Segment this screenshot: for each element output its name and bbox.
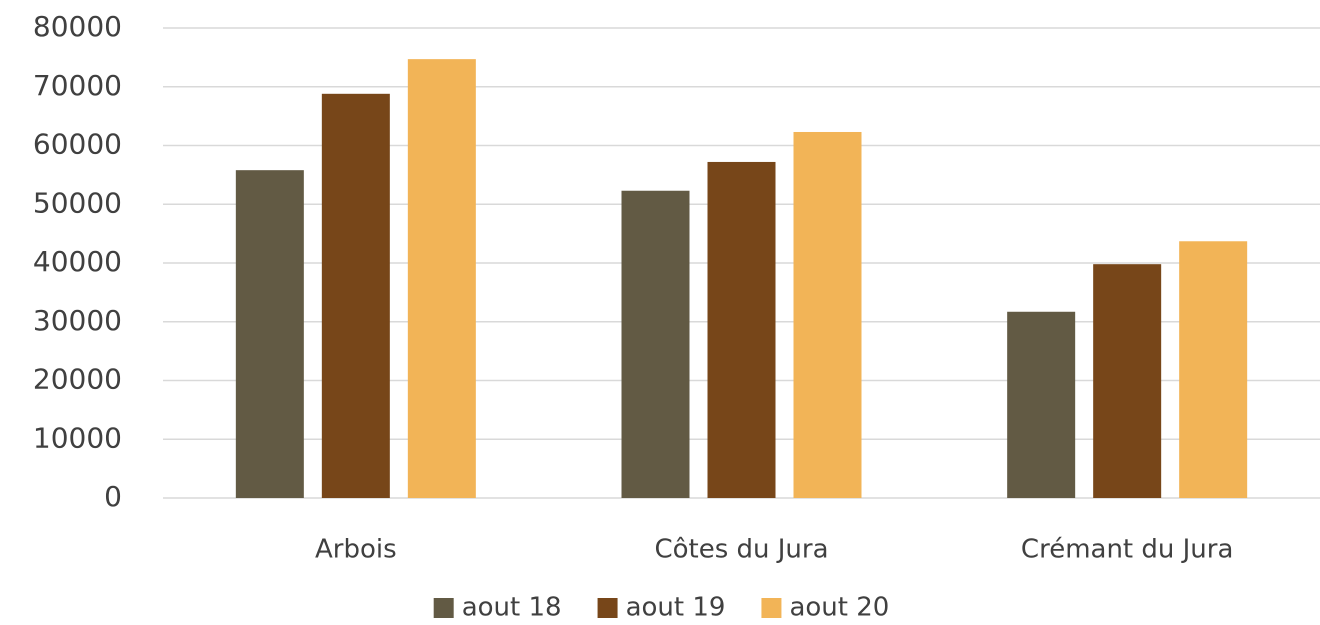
bar — [793, 131, 862, 499]
y-tick-label: 40000 — [33, 245, 122, 278]
y-tick-label: 10000 — [33, 421, 122, 454]
legend-swatch — [433, 598, 454, 618]
x-tick-label: Arbois — [315, 535, 397, 565]
y-tick-label: 50000 — [33, 186, 122, 219]
legend-label: aout 20 — [789, 593, 889, 623]
bar — [321, 93, 390, 499]
bar — [1093, 264, 1162, 498]
bar — [1179, 241, 1248, 498]
y-tick-label: 20000 — [33, 363, 122, 396]
bar — [235, 170, 304, 499]
x-tick-label: Crémant du Jura — [1021, 535, 1233, 565]
legend-label: aout 19 — [626, 593, 726, 623]
y-tick-label: 60000 — [33, 128, 122, 161]
legend-swatch — [597, 598, 618, 618]
x-tick-label: Côtes du Jura — [654, 535, 828, 565]
y-tick-label: 0 — [104, 480, 122, 513]
legend-label: aout 18 — [462, 593, 562, 623]
y-tick-label: 80000 — [33, 10, 122, 43]
y-tick-label: 30000 — [33, 304, 122, 337]
bar — [1007, 311, 1076, 498]
y-tick-label: 70000 — [33, 69, 122, 102]
bar — [707, 161, 776, 498]
bar — [407, 59, 476, 498]
legend-swatch — [761, 598, 782, 618]
bar — [621, 190, 690, 499]
